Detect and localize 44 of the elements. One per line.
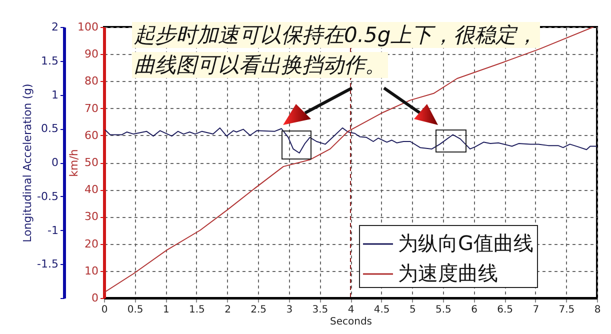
x-tick-label: 3 — [286, 304, 293, 316]
y2-tick-label: 80 — [84, 74, 98, 88]
y-tick-label: 0.5 — [41, 122, 58, 136]
x-tick-label: 5.5 — [435, 304, 452, 316]
y2-tick-label: 40 — [84, 183, 98, 196]
y2-tick-label: 10 — [84, 264, 98, 278]
y2-tick-label: 90 — [84, 48, 98, 61]
y2-tick-label: 0 — [92, 292, 98, 304]
y2-axis-title: km/h — [68, 149, 81, 177]
x-tick-label: 4.5 — [374, 304, 390, 316]
y-tick-label: 1.5 — [41, 54, 58, 68]
x-tick-label: 0 — [101, 304, 108, 316]
x-tick-label: 0.5 — [127, 304, 144, 316]
x-tick-label: 3.5 — [312, 304, 328, 316]
x-tick-label: 6 — [471, 304, 478, 316]
x-tick-label: 7 — [532, 304, 540, 316]
y2-tick-label: 100 — [78, 20, 98, 34]
x-tick-label: 7.5 — [558, 304, 575, 316]
y2-tick-label: 30 — [84, 210, 98, 224]
y-tick-label: 0 — [52, 156, 58, 169]
x-tick-label: 1.5 — [188, 304, 205, 316]
x-tick-label: 2.5 — [250, 304, 267, 316]
x-axis-title: Seconds — [330, 316, 372, 328]
annotation: 曲线图可以看出换挡动作。 — [132, 52, 388, 78]
y2-tick-label: 50 — [84, 156, 98, 169]
y-tick-label: 1 — [52, 88, 58, 102]
y-axis-title: Longitudinal Acceleration (g) — [21, 84, 34, 242]
x-tick-label: 6.5 — [497, 304, 514, 316]
annotation: 起步时加速可以保持在0.5g上下，很稳定， — [132, 22, 540, 48]
y2-tick-label: 70 — [84, 102, 98, 115]
y-tick-label: -1.5 — [37, 258, 58, 271]
line-series — [104, 127, 597, 154]
x-tick-label: 5 — [409, 304, 416, 316]
x-tick-label: 4 — [348, 304, 354, 316]
y-tick-label: 2 — [52, 20, 58, 34]
y-tick-label: -1 — [48, 224, 58, 237]
x-tick-label: 2 — [224, 304, 231, 316]
legend-label: 为纵向G值曲线 — [398, 231, 534, 255]
x-tick-label: 8 — [594, 304, 601, 316]
x-tick-label: 1 — [162, 304, 170, 316]
legend-label: 为速度曲线 — [398, 261, 498, 285]
y2-tick-label: 20 — [84, 237, 98, 250]
y2-tick-label: 60 — [84, 128, 98, 142]
y-tick-label: -0.5 — [37, 190, 58, 203]
